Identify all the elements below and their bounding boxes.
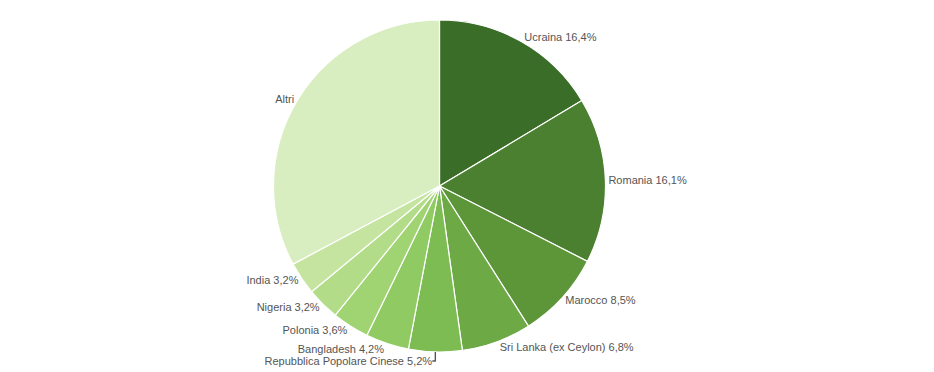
svg-text:Polonia 3,6%: Polonia 3,6% [283, 324, 348, 336]
svg-text:Nigeria 3,2%: Nigeria 3,2% [257, 301, 320, 313]
svg-text:Repubblica Popolare Cinese 5,2: Repubblica Popolare Cinese 5,2% [265, 355, 433, 367]
svg-text:Marocco 8,5%: Marocco 8,5% [565, 294, 636, 306]
svg-text:Bangladesh 4,2%: Bangladesh 4,2% [298, 343, 384, 355]
svg-text:Sri Lanka (ex Ceylon) 6,8%: Sri Lanka (ex Ceylon) 6,8% [500, 341, 634, 353]
svg-text:Altri: Altri [275, 93, 294, 105]
svg-text:Ucraina 16,4%: Ucraina 16,4% [524, 31, 596, 43]
svg-text:India 3,2%: India 3,2% [246, 274, 298, 286]
svg-text:Romania 16,1%: Romania 16,1% [608, 174, 686, 186]
